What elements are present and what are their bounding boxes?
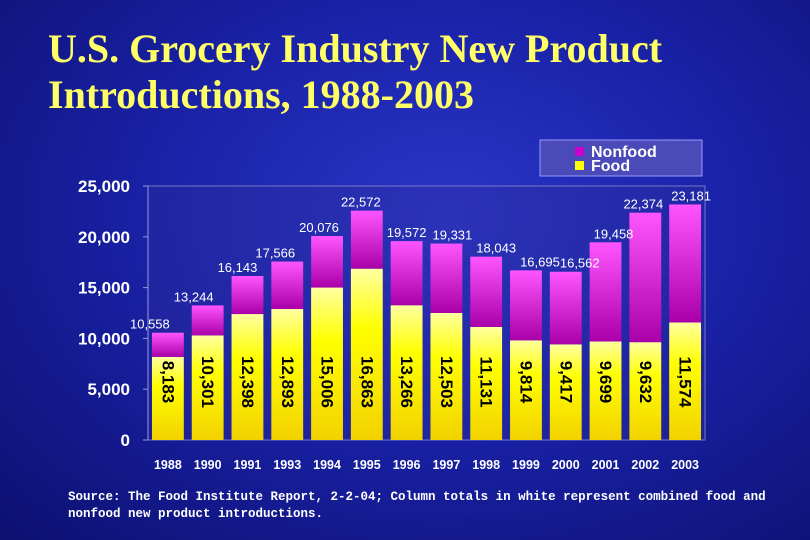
chart-title-line-2: Introductions, 1988-2003 — [48, 72, 474, 117]
y-tick-label: 0 — [121, 431, 130, 450]
total-label: 22,374 — [623, 197, 663, 212]
bar-food — [151, 356, 184, 440]
legend-label-nonfood: Nonfood — [591, 144, 657, 161]
bar-food — [669, 322, 702, 440]
food-value-label: 13,266 — [397, 356, 416, 408]
total-label: 18,043 — [476, 241, 516, 256]
y-tick-label: 5,000 — [87, 380, 130, 399]
food-value-label: 12,503 — [437, 356, 456, 408]
food-value-label: 11,131 — [477, 356, 496, 407]
food-value-label: 9,814 — [516, 361, 535, 404]
bar-food — [470, 326, 503, 440]
bar-food — [430, 312, 463, 440]
bar-food — [191, 335, 224, 440]
food-value-label: 12,398 — [238, 356, 257, 408]
source-note: Source: The Food Institute Report, 2-2-0… — [68, 490, 766, 521]
total-label: 20,076 — [299, 220, 339, 235]
food-value-label: 11,574 — [676, 356, 695, 408]
chart-title: U.S. Grocery Industry New Product Introd… — [48, 26, 788, 118]
total-label: 13,244 — [174, 289, 214, 304]
legend-swatch-nonfood — [575, 147, 584, 156]
total-label: 22,572 — [341, 195, 381, 210]
bar-nonfood — [271, 261, 304, 310]
x-tick-label: 2001 — [592, 458, 620, 472]
bar-food — [350, 268, 383, 440]
bar-food — [510, 340, 542, 440]
bar-nonfood — [629, 212, 662, 343]
x-tick-label: 1988 — [154, 458, 182, 472]
x-tick-label: 1990 — [194, 458, 222, 472]
total-label: 16,695 — [520, 254, 560, 269]
bar-food — [589, 341, 622, 440]
total-label: 19,458 — [594, 226, 634, 241]
legend-swatch-food — [575, 161, 584, 170]
x-tick-label: 1994 — [313, 458, 341, 472]
bars — [151, 204, 702, 440]
legend-box — [539, 139, 703, 177]
bar-food — [390, 305, 423, 440]
total-label: 16,143 — [218, 260, 258, 275]
bar-nonfood — [311, 236, 343, 288]
bar-nonfood — [510, 270, 542, 341]
total-label: 23,181 — [671, 188, 711, 203]
bar-food — [629, 342, 662, 440]
x-tick-label: 1998 — [472, 458, 500, 472]
food-value-label: 9,699 — [596, 361, 615, 404]
x-tick-label: 2003 — [671, 458, 699, 472]
food-value-label: 9,632 — [636, 361, 655, 404]
food-value-label: 8,183 — [158, 361, 177, 404]
food-value-label: 9,417 — [556, 361, 575, 404]
bar-food — [271, 309, 304, 440]
legend-label-food: Food — [591, 158, 630, 175]
bar-nonfood — [430, 243, 463, 313]
y-tick-label: 25,000 — [78, 177, 130, 196]
total-label: 19,331 — [433, 228, 473, 243]
bar-nonfood — [151, 332, 184, 357]
food-value-label: 10,301 — [198, 356, 217, 408]
bar-food — [311, 287, 343, 440]
total-label: 19,572 — [387, 225, 427, 240]
x-tick-label: 1995 — [353, 458, 381, 472]
labels: 1988 10,558 8,183 1990 13,244 10,301 1991 16,14… — [130, 188, 711, 472]
x-tick-label: 1993 — [273, 458, 301, 472]
x-tick-label: 1991 — [234, 458, 262, 472]
y-tick-label: 20,000 — [78, 228, 130, 247]
total-label: 10,558 — [130, 317, 170, 332]
bar-nonfood — [350, 210, 383, 269]
bar-nonfood — [549, 271, 582, 345]
bar-nonfood — [589, 242, 622, 342]
total-label: 17,566 — [255, 246, 295, 261]
bar-nonfood — [231, 275, 264, 315]
y-tick-label: 15,000 — [78, 279, 130, 298]
bar-nonfood — [669, 204, 702, 323]
food-value-label: 16,863 — [357, 356, 376, 408]
chart-title-line-1: U.S. Grocery Industry New Product — [48, 26, 663, 71]
total-label: 16,562 — [560, 256, 600, 271]
food-value-label: 12,893 — [278, 356, 297, 408]
x-tick-label: 1999 — [512, 458, 540, 472]
y-tick-label: 10,000 — [78, 329, 130, 348]
food-value-label: 15,006 — [318, 356, 337, 408]
bar-food — [549, 344, 582, 440]
bar-food — [231, 314, 264, 440]
x-tick-label: 1997 — [432, 458, 460, 472]
bar-nonfood — [191, 305, 224, 336]
x-tick-label: 2000 — [552, 458, 580, 472]
bar-nonfood — [470, 256, 503, 327]
x-tick-label: 2002 — [631, 458, 659, 472]
bar-nonfood — [390, 241, 423, 306]
x-tick-label: 1996 — [393, 458, 421, 472]
